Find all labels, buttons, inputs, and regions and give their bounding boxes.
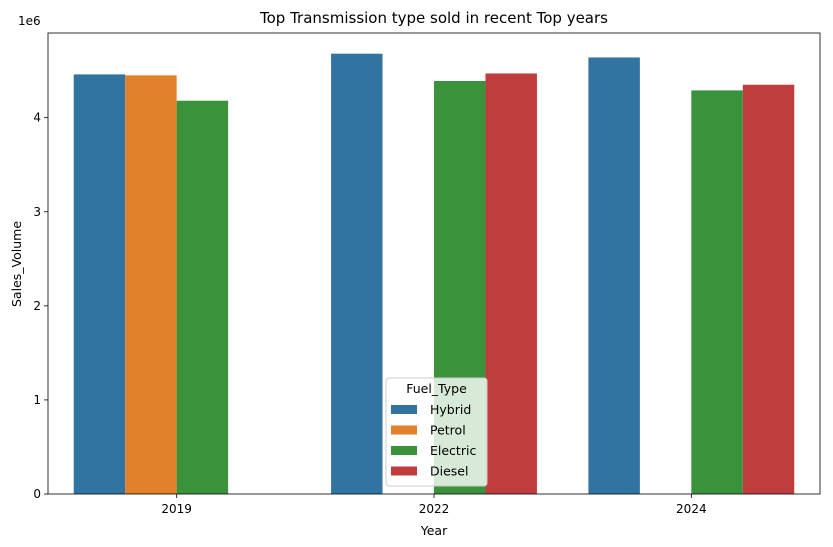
y-tick-label: 2 [33, 299, 41, 313]
axes-group: 2019 2022 2024 0 1 2 3 4 [33, 32, 821, 516]
legend-label-diesel: Diesel [430, 464, 468, 479]
y-tick-label: 3 [33, 205, 41, 219]
legend: Fuel_Type Hybrid Petrol Electric Diesel [385, 377, 488, 487]
legend-swatch-electric [391, 446, 417, 455]
bar-hybrid-2019 [73, 74, 126, 494]
bar-petrol-2019 [125, 75, 177, 494]
legend-label-electric: Electric [430, 443, 476, 458]
bar-hybrid-2024 [588, 57, 640, 495]
legend-title: Fuel_Type [406, 381, 467, 396]
y-tick-label: 4 [33, 111, 41, 125]
bar-diesel-2022 [485, 73, 537, 494]
y-axis-label: Sales_Volume [9, 221, 24, 307]
y-tick-label: 0 [33, 487, 41, 501]
legend-label-petrol: Petrol [430, 423, 466, 438]
legend-swatch-petrol [391, 425, 417, 435]
legend-label-hybrid: Hybrid [430, 402, 471, 417]
x-tick-label: 2022 [419, 502, 450, 516]
bar-electric-2024 [691, 90, 743, 494]
x-tick-label: 2024 [676, 502, 707, 516]
bar-diesel-2024 [742, 84, 795, 494]
y-axis-scale-label: 1e6 [18, 14, 41, 28]
chart-title: Top Transmission type sold in recent Top… [259, 9, 608, 27]
x-tick-label: 2019 [161, 502, 192, 516]
bar-hybrid-2022 [331, 53, 383, 494]
legend-swatch-hybrid [391, 405, 417, 414]
plot-frame [47, 32, 821, 495]
bar-electric-2019 [176, 100, 229, 495]
x-axis-label: Year [420, 523, 448, 538]
y-tick-label: 1 [33, 393, 41, 407]
legend-swatch-diesel [391, 466, 417, 476]
